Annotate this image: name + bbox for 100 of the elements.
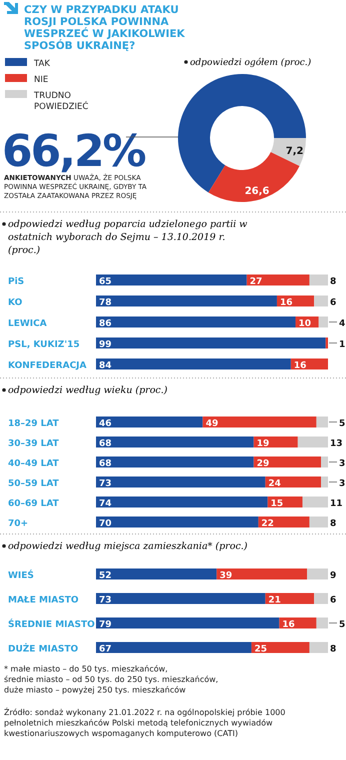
data-label: 52 (99, 571, 112, 581)
y-tick-label: KO (8, 298, 23, 308)
bar (316, 618, 328, 628)
text: duże miasto – powyżej 250 tys. mieszkańców (4, 686, 186, 694)
bar (216, 568, 308, 580)
data-label: 68 (99, 459, 112, 469)
text: * małe miasto – do 50 tys. mieszkańców, (4, 664, 168, 674)
data-label: 86 (99, 319, 112, 329)
bar (96, 456, 254, 468)
data-label: 4 (339, 319, 346, 329)
bar (314, 593, 328, 604)
data-label: 21 (268, 596, 281, 606)
bar (96, 416, 203, 428)
bar (246, 274, 310, 286)
data-label: 27 (250, 277, 262, 287)
data-label: 46 (99, 419, 112, 429)
data-label: 16 (294, 361, 306, 371)
data-label: 39 (220, 571, 232, 581)
bar (309, 274, 328, 286)
data-label: 1 (339, 340, 346, 350)
y-tick-label: 40–49 LAT (8, 459, 60, 469)
data-label: 10 (298, 319, 312, 329)
data-label: 9 (330, 571, 336, 581)
data-label: 3 (339, 459, 346, 469)
data-label: 8 (330, 519, 336, 529)
legend-label: TAK (33, 59, 50, 69)
data-label: 49 (206, 419, 218, 429)
y-tick-label: WIEŚ (8, 569, 34, 581)
bar (309, 516, 328, 528)
y-tick-label: MAŁE MIASTO (8, 596, 79, 606)
text: Źródło: sondaż wykonany 21.01.2022 r. na ogólnopolskiej próbie 1000 pełnoletnich mieszkańców Polski metodą telefonicznych wywiadów kwestionariuszowych wspomaganych komputerowo (CATI) (4, 707, 286, 738)
bar (302, 496, 328, 508)
legend-label: NIE (34, 75, 48, 85)
data-label: 68 (99, 439, 112, 449)
data-label: 70 (99, 519, 112, 529)
data-label: 78 (99, 298, 112, 308)
data-label: 99 (99, 340, 112, 350)
bar (307, 568, 328, 580)
data-label: 16 (280, 298, 292, 308)
data-label: 22 (261, 519, 274, 529)
bar (96, 476, 266, 488)
data-label: 16 (282, 620, 295, 630)
data-label: 79 (99, 620, 112, 630)
chart-title: CZY W PRZYPADKU ATAKU ROSJI POLSKA POWINNA WESPRZEĆ W JAKIKOLWIEK SPOSÓB UKRAINĘ? (24, 4, 186, 52)
bar (314, 296, 328, 306)
y-tick-label: DUŻE MIASTO (8, 642, 78, 654)
bar (96, 642, 252, 653)
bar (96, 358, 291, 370)
chart-subtitle: odpowiedzi według miejsca zamieszkania* (proc.) (8, 541, 248, 552)
bar (96, 618, 280, 628)
data-label: 3 (339, 479, 346, 489)
legend-label: TRUDNO POWIEDZIEĆ (33, 91, 88, 112)
bar (316, 416, 328, 428)
bar (96, 316, 296, 328)
y-tick-label: 50–59 LAT (8, 479, 60, 489)
data-label: 24 (268, 479, 281, 489)
data-label: 84 (99, 361, 112, 371)
data-label: 5 (339, 620, 346, 630)
data-label: 11 (330, 499, 343, 509)
y-tick-label: LEWICA (8, 319, 47, 329)
bar (96, 274, 247, 286)
y-tick-label: 70+ (8, 519, 28, 529)
bar (202, 416, 316, 428)
y-tick-label: 60–69 LAT (8, 499, 60, 509)
data-label: 73 (99, 596, 112, 606)
text: średnie miasto – od 50 tys. do 250 tys. mieszkańców, (4, 675, 218, 684)
data-label: 25 (254, 644, 267, 654)
data-label: 73 (99, 479, 112, 489)
y-tick-label: 18–29 LAT (8, 419, 60, 429)
data-label: 15 (270, 499, 284, 509)
bar (96, 593, 266, 604)
bar (321, 476, 328, 488)
bar (96, 296, 277, 306)
bar (265, 476, 322, 488)
data-label: 26,6 (244, 186, 270, 197)
data-label: 67 (99, 644, 112, 654)
bar (96, 568, 217, 580)
bar (251, 642, 310, 653)
bar (96, 436, 254, 448)
bar (321, 456, 328, 468)
bar (254, 456, 322, 468)
data-label: 19 (256, 439, 270, 449)
data-label: 29 (256, 459, 270, 469)
y-tick-label: ŚREDNIE MIASTO (8, 618, 96, 630)
data-label: 8 (330, 277, 336, 287)
data-label: 6 (330, 298, 336, 308)
data-label: 5 (339, 419, 346, 429)
data-label: 8 (330, 644, 336, 654)
bar (309, 642, 328, 653)
bar (258, 516, 310, 528)
bar (96, 496, 268, 508)
y-tick-label: 30–39 LAT (8, 439, 60, 449)
chart-subtitle: odpowiedzi według poparcia udzielonego partii w ostatnich wyborach do Sejmu – 13.10.2019 r. (proc.) (8, 219, 248, 256)
y-tick-label: PiS (8, 277, 24, 287)
bar (298, 436, 328, 448)
data-label: 74 (99, 499, 112, 509)
chart-subtitle: odpowiedzi ogółem (proc.) (190, 57, 312, 68)
bar (318, 316, 328, 328)
y-tick-label: PSL, KUKIZ'15 (8, 340, 80, 350)
data-label: 13 (330, 439, 343, 449)
